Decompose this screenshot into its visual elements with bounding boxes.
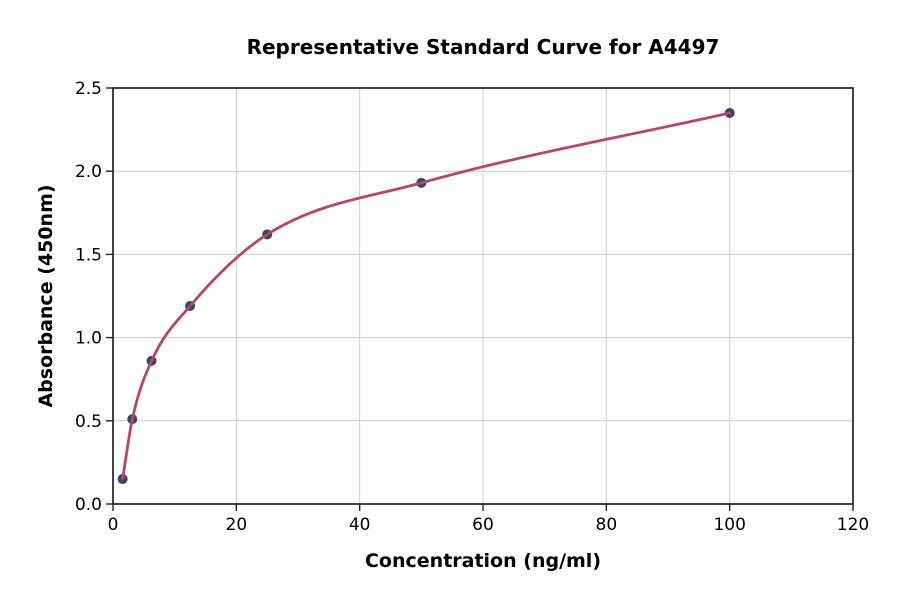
y-tick-label: 1.0	[75, 329, 102, 349]
x-tick-label: 60	[472, 515, 494, 535]
x-tick-label: 0	[108, 515, 119, 535]
y-tick-label: 2.5	[75, 79, 102, 99]
x-tick-label: 100	[713, 515, 745, 535]
fit-curve-line	[121, 111, 732, 481]
x-tick-label: 20	[226, 515, 248, 535]
y-axis-label: Absorbance (450nm)	[35, 184, 57, 408]
x-tick-label: 40	[349, 515, 371, 535]
y-tick-label: 1.5	[75, 245, 102, 265]
chart-title: Representative Standard Curve for A4497	[246, 35, 720, 59]
x-tick-label: 120	[837, 515, 869, 535]
x-tick-label: 80	[596, 515, 618, 535]
y-tick-label: 0.5	[75, 412, 102, 432]
y-tick-label: 2.0	[75, 162, 102, 182]
y-tick-label: 0.0	[75, 495, 102, 515]
x-axis-label: Concentration (ng/ml)	[364, 550, 602, 572]
